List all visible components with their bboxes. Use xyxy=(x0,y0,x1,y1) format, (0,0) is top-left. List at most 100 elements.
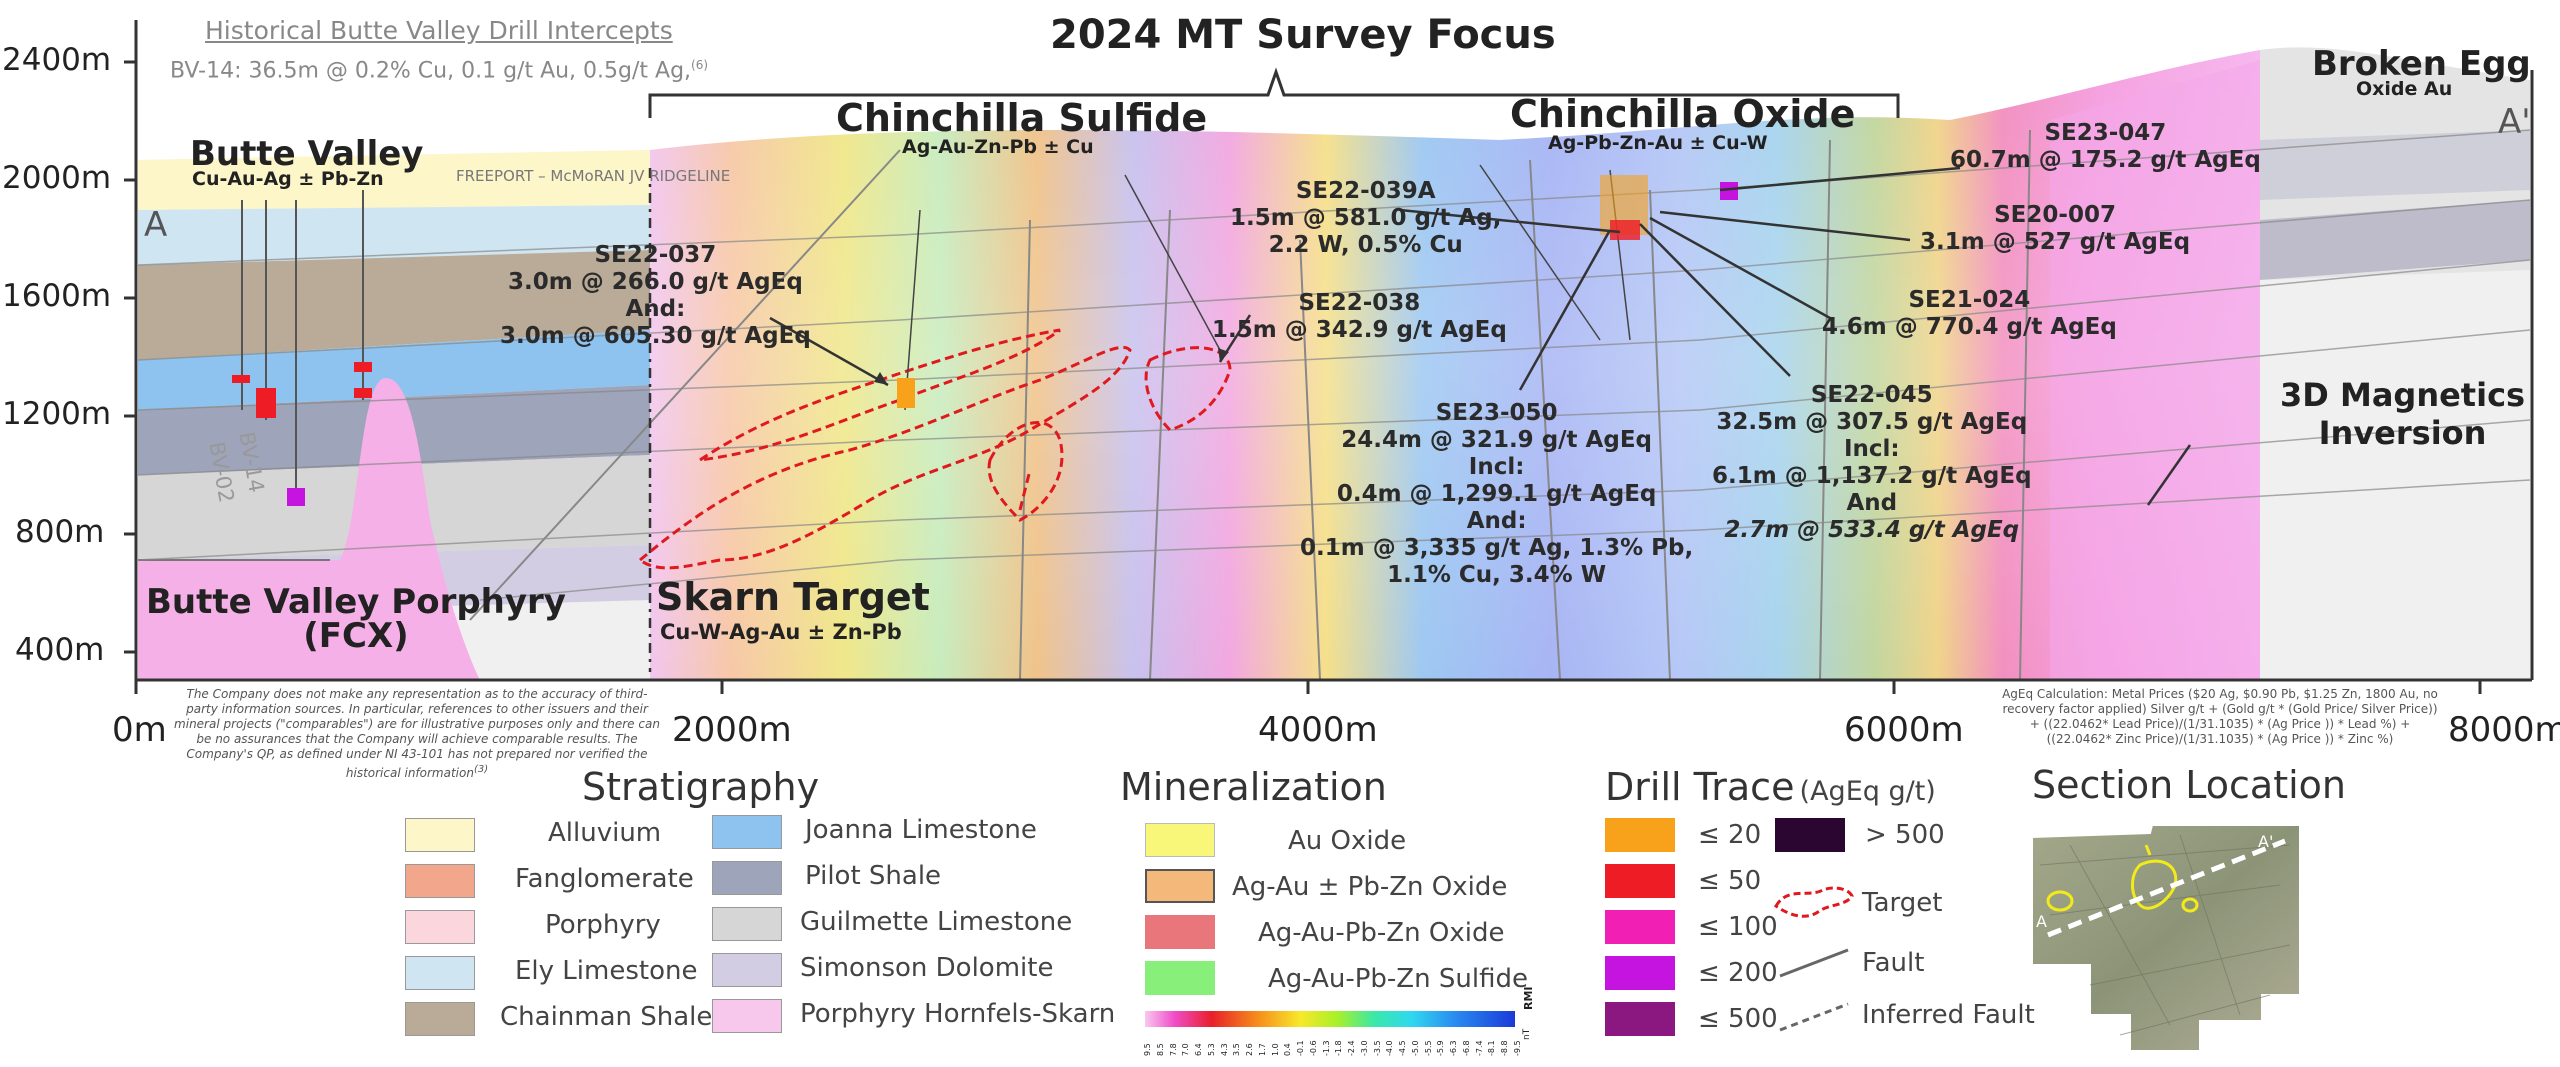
rmi-tick: -1.8 xyxy=(1334,1040,1344,1056)
butte-valley-sub: Cu-Au-Ag ± Pb-Zn xyxy=(192,168,384,190)
chinchilla-sulfide-sub: Ag-Au-Zn-Pb ± Cu xyxy=(902,136,1094,158)
swatch-pilot-shale xyxy=(712,861,782,895)
swatch-porphyry-hornfels-skarn xyxy=(712,999,782,1033)
legend-joanna-limestone: Joanna Limestone xyxy=(805,815,1037,845)
drill-swatch-label-5: > 500 xyxy=(1865,820,1945,850)
swatch-porphyry xyxy=(405,910,475,944)
rmi-tick: 6.4 xyxy=(1194,1043,1204,1056)
rmi-tick: -8.1 xyxy=(1487,1040,1497,1056)
rmi-tick: -6.3 xyxy=(1449,1040,1459,1056)
rmi-tick: -0.1 xyxy=(1296,1040,1306,1056)
rmi-tick: -8.8 xyxy=(1500,1040,1510,1056)
fault-symbol xyxy=(1779,948,1849,978)
rmi-tick: -9.5 xyxy=(1513,1040,1522,1056)
swatch-joanna-limestone xyxy=(712,815,782,849)
rmi-tick: 4.3 xyxy=(1219,1043,1229,1056)
chinchilla-oxide-sub: Ag-Pb-Zn-Au ± Cu-W xyxy=(1548,132,1768,154)
rmi-tick: 2.6 xyxy=(1245,1043,1255,1056)
swatch-alluvium xyxy=(405,818,475,852)
drill-swatch-label-1: ≤ 50 xyxy=(1698,866,1762,896)
rmi-tick: -0.6 xyxy=(1308,1040,1318,1056)
x-tick-0: 0m xyxy=(112,710,167,750)
swatch-ely-limestone xyxy=(405,956,475,990)
swatch-ag-au-pb-zn-oxide xyxy=(1145,869,1215,903)
drill-swatch-label-4: ≤ 500 xyxy=(1698,1004,1778,1034)
rmi-tick: 8.5 xyxy=(1155,1043,1165,1056)
x-tick-8000: 8000m xyxy=(2448,710,2560,750)
legend-ag-au-pb-zn-oxide: Ag-Au ± Pb-Zn Oxide xyxy=(1232,872,1508,902)
rmi-tick: -2.4 xyxy=(1347,1040,1357,1056)
rmi-tick: 7.0 xyxy=(1181,1043,1191,1056)
rmi-tick: -1.3 xyxy=(1321,1040,1331,1056)
legend-pilot-shale: Pilot Shale xyxy=(805,861,942,891)
drill-swatch-2 xyxy=(1605,910,1675,944)
stratigraphy-title: Stratigraphy xyxy=(582,765,820,809)
swatch-guilmette-limestone xyxy=(712,907,782,941)
map-label-a-prime: A' xyxy=(2258,832,2274,851)
section-location-map xyxy=(2031,825,2300,1052)
chinchilla-oxide-label: Chinchilla Oxide xyxy=(1510,92,1856,136)
drill-swatch-1 xyxy=(1605,864,1675,898)
rmi-tick: 9.5 xyxy=(1143,1043,1152,1056)
swatch-fanglomerate xyxy=(405,864,475,898)
x-tick-2000: 2000m xyxy=(672,710,792,750)
skarn-target-label: Skarn Target xyxy=(656,575,930,619)
ridgeline-label: FREEPORT – McMoRAN JV RIDGELINE xyxy=(456,167,731,185)
rmi-color-scale xyxy=(1145,1011,1515,1027)
rmi-tick: -6.8 xyxy=(1461,1040,1471,1056)
cross-section: 2400m 2000m 1600m 1200m 800m 400m 0m 200… xyxy=(2,12,2560,780)
chinchilla-sulfide-label: Chinchilla Sulfide xyxy=(836,96,1208,140)
legend-target: Target xyxy=(1862,888,1943,918)
historical-line: BV-14: 36.5m @ 0.2% Cu, 0.1 g/t Au, 0.5g… xyxy=(170,58,709,84)
rmi-tick: 3.5 xyxy=(1232,1043,1242,1056)
map-label-a: A xyxy=(2036,912,2047,931)
ageq-calculation: AgEq Calculation: Metal Prices ($20 Ag, … xyxy=(2002,687,2438,746)
rmi-tick: 1.7 xyxy=(1257,1043,1267,1056)
y-tick-2400: 2400m xyxy=(2,42,112,78)
magnetics-label: 3D Magnetics Inversion xyxy=(2280,376,2526,452)
drill-label-se22-037: SE22-037 3.0m @ 266.0 g/t AgEq And: 3.0m @… xyxy=(500,242,811,349)
rmi-tick: -7.4 xyxy=(1474,1040,1484,1056)
y-tick-800: 800m xyxy=(15,514,105,550)
drill-swatch-label-3: ≤ 200 xyxy=(1698,958,1778,988)
drill-label-se20-007: SE20-007 3.1m @ 527 g/t AgEq xyxy=(1920,202,2191,255)
butte-valley-label: Butte Valley xyxy=(190,134,424,174)
rmi-scale-ticks: 9.5 8.5 7.8 7.0 6.4 5.3 4.3 3.5 2.6 1.7 1.0 0.4 -0.1… xyxy=(1143,1030,1522,1060)
legend-chainman-shale: Chainman Shale xyxy=(500,1002,713,1032)
x-tick-4000: 4000m xyxy=(1258,710,1378,750)
rmi-tick: -4.5 xyxy=(1398,1040,1408,1056)
y-tick-2000: 2000m xyxy=(2,160,112,196)
drill-label-se22-038: SE22-038 1.5m @ 342.9 g/t AgEq xyxy=(1212,290,1507,343)
rmi-unit-nt: nT xyxy=(1522,1028,1532,1040)
a-left-label: A xyxy=(144,205,168,245)
x-tick-6000: 6000m xyxy=(1844,710,1964,750)
broken-egg-sub: Oxide Au xyxy=(2356,78,2453,100)
rmi-tick: -5.9 xyxy=(1436,1040,1446,1056)
drill-label-se23-050: SE23-050 24.4m @ 321.9 g/t AgEq Incl: 0.4m… xyxy=(1300,400,1694,588)
drill-swatch-5 xyxy=(1775,818,1845,852)
rmi-tick: 0.4 xyxy=(1283,1043,1293,1056)
drill-swatch-0 xyxy=(1605,818,1675,852)
historical-header: Historical Butte Valley Drill Intercepts xyxy=(205,16,673,45)
disclaimer: The Company does not make any representa… xyxy=(174,687,660,780)
porphyry-label: Butte Valley Porphyry (FCX) xyxy=(146,582,566,656)
rmi-tick: -5.0 xyxy=(1410,1040,1420,1056)
swatch-au-oxide xyxy=(1145,823,1215,857)
legend-alluvium: Alluvium xyxy=(548,818,662,848)
drill-label-se21-024: SE21-024 4.6m @ 770.4 g/t AgEq xyxy=(1822,287,2117,340)
rmi-tick: -3.0 xyxy=(1359,1040,1369,1056)
skarn-target-sub: Cu-W-Ag-Au ± Zn-Pb xyxy=(660,620,902,644)
broken-egg-label: Broken Egg xyxy=(2312,44,2531,84)
rmi-tick: 5.3 xyxy=(1206,1043,1216,1056)
drill-swatch-3 xyxy=(1605,956,1675,990)
legend-ag-au-pb-zn-sulfide: Ag-Au-Pb-Zn Sulfide xyxy=(1268,964,1528,994)
rmi-tick: 7.8 xyxy=(1168,1043,1178,1056)
rmi-tick: 1.0 xyxy=(1270,1043,1280,1056)
swatch-chainman-shale xyxy=(405,1002,475,1036)
drill-label-se22-045: SE22-045 32.5m @ 307.5 g/t AgEq Incl: 6.1m… xyxy=(1712,382,2032,543)
target-outline xyxy=(637,328,1232,570)
legend-fanglomerate: Fanglomerate xyxy=(515,864,694,894)
legend-fault: Fault xyxy=(1862,948,1925,978)
swatch-simonson-dolomite xyxy=(712,953,782,987)
legend-porphyry: Porphyry xyxy=(545,910,661,940)
